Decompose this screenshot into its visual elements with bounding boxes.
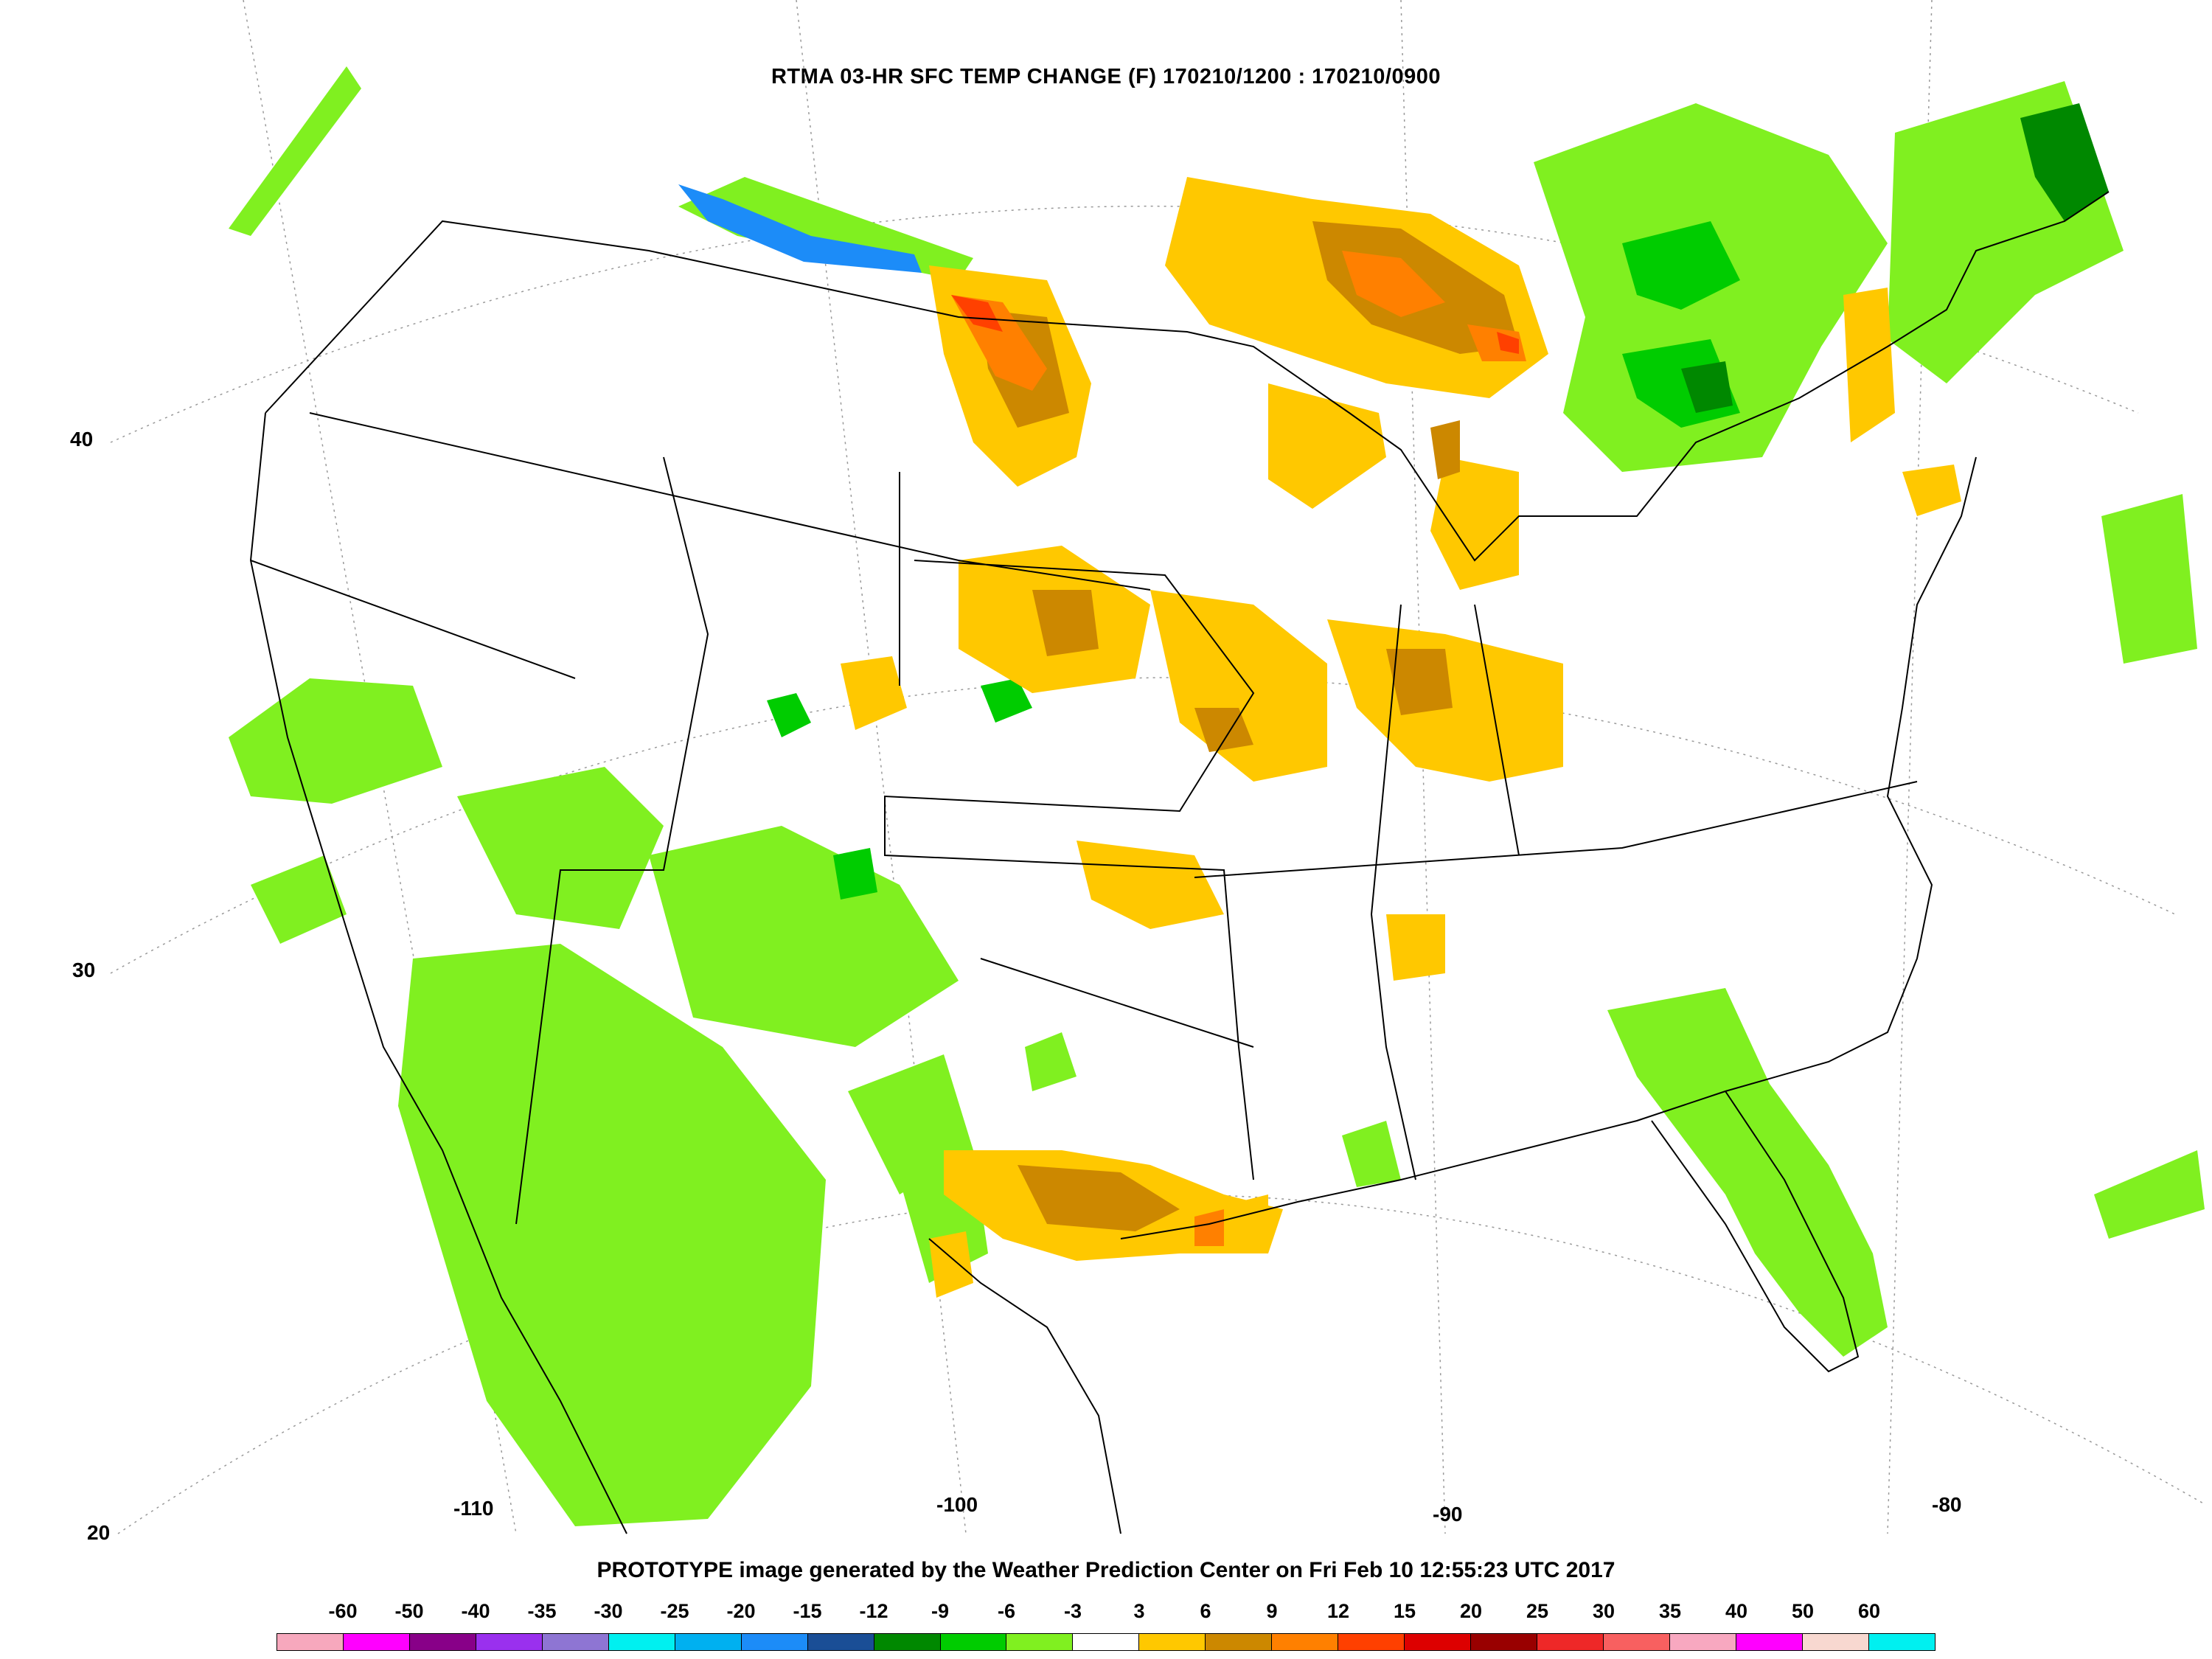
legend-label: 20 bbox=[1459, 1600, 1483, 1622]
legend-swatch bbox=[1471, 1634, 1538, 1650]
legend-swatch bbox=[1206, 1634, 1273, 1650]
legend-swatch bbox=[542, 1634, 609, 1650]
latitude-label-20: 20 bbox=[87, 1521, 111, 1544]
latitude-label-30: 30 bbox=[72, 959, 96, 981]
legend-label: -15 bbox=[793, 1600, 822, 1622]
legend-swatch bbox=[409, 1634, 476, 1650]
cooling-field-light bbox=[229, 66, 2205, 1526]
legend-swatch bbox=[874, 1634, 941, 1650]
longitude-label-80: -80 bbox=[1932, 1493, 1962, 1516]
legend-label: -12 bbox=[859, 1600, 888, 1622]
legend-label: -50 bbox=[394, 1600, 424, 1622]
longitude-label-90: -90 bbox=[1433, 1503, 1463, 1526]
legend-label: 9 bbox=[1266, 1600, 1278, 1622]
legend-label: -20 bbox=[726, 1600, 756, 1622]
boundaries bbox=[249, 191, 2110, 1534]
legend-swatch bbox=[741, 1634, 808, 1650]
legend-swatch bbox=[1006, 1634, 1074, 1650]
latitude-label-40: 40 bbox=[70, 428, 94, 451]
legend-swatch bbox=[940, 1634, 1007, 1650]
legend-swatch bbox=[1868, 1634, 1935, 1650]
legend-swatch bbox=[1272, 1634, 1339, 1650]
cooling-field-deep bbox=[678, 184, 922, 273]
legend-swatch bbox=[1338, 1634, 1405, 1650]
legend-label: 12 bbox=[1326, 1600, 1350, 1622]
legend-swatch bbox=[343, 1634, 410, 1650]
legend-label: -3 bbox=[1063, 1600, 1082, 1622]
warming-field-stronger bbox=[951, 295, 1519, 354]
legend-swatch bbox=[277, 1634, 344, 1650]
legend-swatch bbox=[675, 1634, 742, 1650]
map-title: RTMA 03-HR SFC TEMP CHANGE (F) 170210/12… bbox=[771, 65, 1441, 88]
legend-swatch bbox=[1670, 1634, 1736, 1650]
legend-label: -9 bbox=[931, 1600, 950, 1622]
color-legend: -60 -50 -40 -35 -30 -25 -20 -15 -12 -9 -6 -3 3 6 9 12 15… bbox=[276, 1600, 1935, 1652]
legend-label: -40 bbox=[461, 1600, 490, 1622]
legend-swatch bbox=[807, 1634, 874, 1650]
legend-swatch bbox=[1537, 1634, 1604, 1650]
legend-swatch bbox=[1736, 1634, 1803, 1650]
legend-label: 15 bbox=[1393, 1600, 1416, 1622]
legend-label: 6 bbox=[1200, 1600, 1211, 1622]
legend-swatch bbox=[1604, 1634, 1671, 1650]
legend-color-bar bbox=[276, 1633, 1935, 1651]
cooling-field-strong bbox=[1681, 103, 2109, 413]
legend-label: 40 bbox=[1725, 1600, 1748, 1622]
legend-swatch bbox=[608, 1634, 675, 1650]
legend-label: 30 bbox=[1592, 1600, 1615, 1622]
legend-label: -60 bbox=[328, 1600, 358, 1622]
legend-label: -35 bbox=[527, 1600, 557, 1622]
legend-label: 3 bbox=[1133, 1600, 1145, 1622]
legend-swatch bbox=[1139, 1634, 1206, 1650]
legend-swatch bbox=[1073, 1634, 1140, 1650]
longitude-label-100: -100 bbox=[936, 1493, 978, 1516]
legend-label: -6 bbox=[997, 1600, 1016, 1622]
legend-labels: -60 -50 -40 -35 -30 -25 -20 -15 -12 -9 -6 -3 3 6 9 12 15… bbox=[276, 1600, 1935, 1627]
legend-label: -25 bbox=[660, 1600, 689, 1622]
legend-swatch bbox=[476, 1634, 543, 1650]
legend-label: 25 bbox=[1526, 1600, 1549, 1622]
legend-label: 35 bbox=[1658, 1600, 1682, 1622]
legend-swatch bbox=[1802, 1634, 1869, 1650]
footer-credit: PROTOTYPE image generated by the Weather… bbox=[597, 1558, 1615, 1582]
legend-label: 60 bbox=[1857, 1600, 1881, 1622]
longitude-label-110: -110 bbox=[453, 1497, 494, 1520]
legend-label: -30 bbox=[594, 1600, 623, 1622]
legend-swatch bbox=[1405, 1634, 1472, 1650]
legend-label: 50 bbox=[1791, 1600, 1815, 1622]
